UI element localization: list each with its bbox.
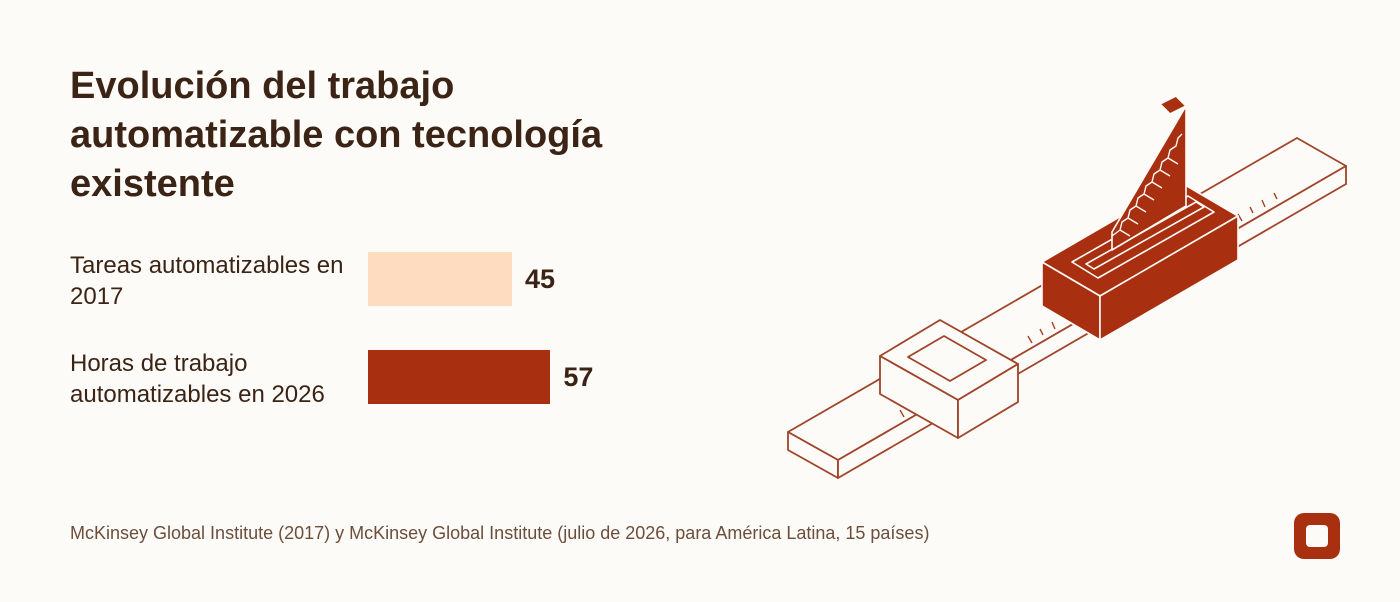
category-label: Horas de trabajo automatizables en 2026 [70, 350, 325, 408]
bar-chart: Tareas automatizables en 2017 45 Horas de … [0, 0, 700, 440]
caliper-ruler-illustration [787, 95, 1347, 479]
value-label: 57 [563, 362, 594, 392]
value-label: 45 [525, 264, 556, 294]
bar [368, 252, 512, 306]
category-label: Tareas automatizables en 2017 [70, 252, 344, 310]
chart-title: Evolución del trabajo automatizable con … [70, 65, 603, 205]
source-note: McKinsey Global Institute (2017) y McKin… [70, 523, 930, 543]
rounded-square-logo-icon [1294, 513, 1340, 559]
bar [368, 350, 551, 404]
